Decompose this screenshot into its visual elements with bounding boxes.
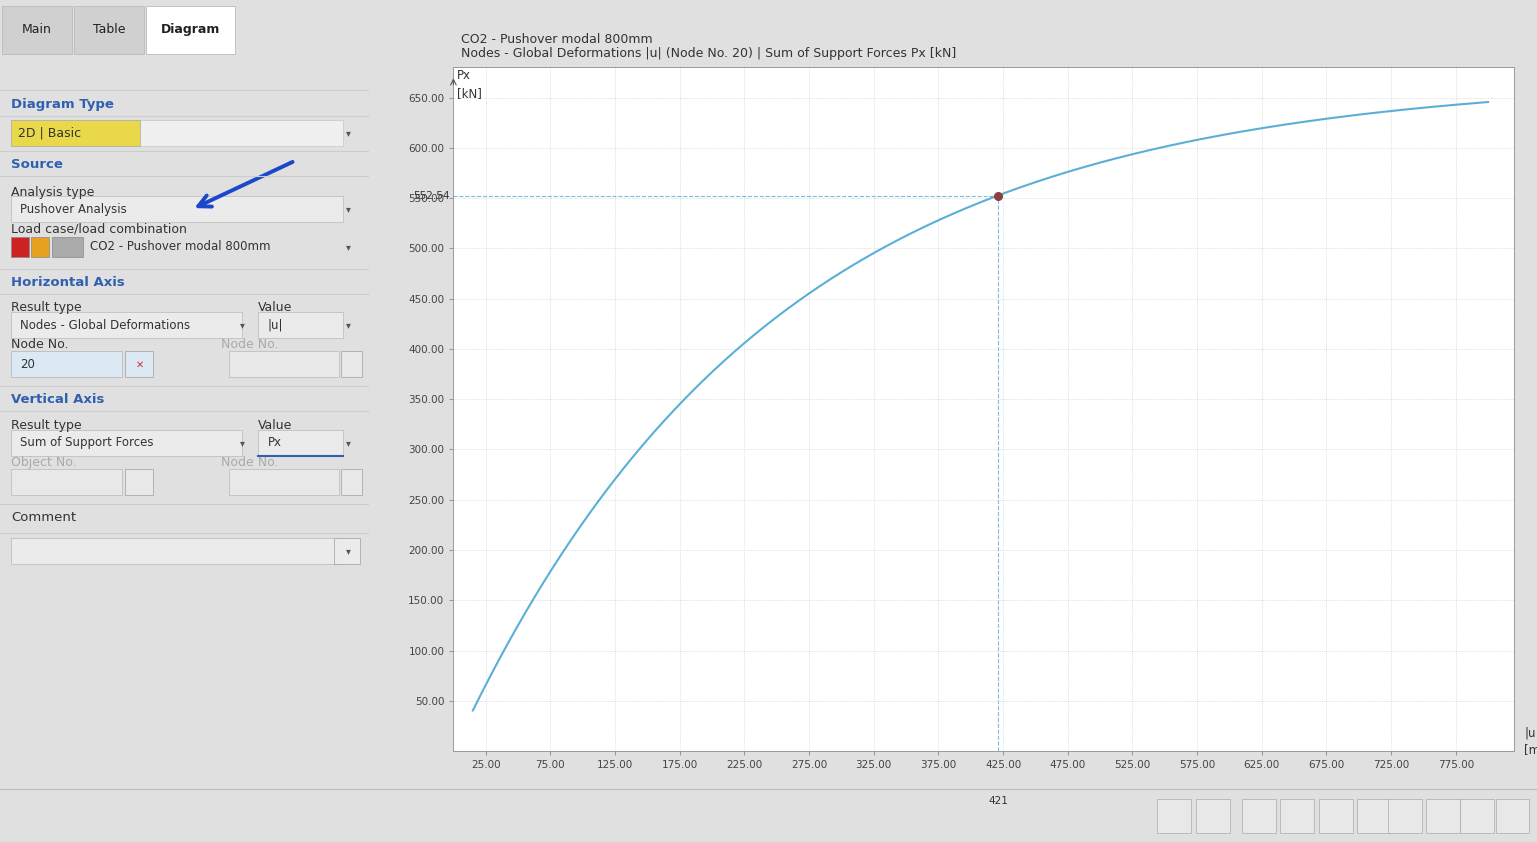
Text: Table: Table — [92, 23, 126, 36]
FancyBboxPatch shape — [258, 312, 343, 338]
FancyBboxPatch shape — [31, 237, 49, 257]
FancyBboxPatch shape — [1357, 799, 1391, 834]
Text: Pushover Analysis: Pushover Analysis — [20, 203, 128, 216]
FancyBboxPatch shape — [341, 469, 361, 495]
FancyBboxPatch shape — [146, 6, 235, 54]
Text: ▾: ▾ — [346, 546, 350, 556]
FancyBboxPatch shape — [11, 312, 241, 338]
Text: ✕: ✕ — [135, 360, 143, 370]
Text: |u|: |u| — [1525, 727, 1537, 739]
FancyBboxPatch shape — [258, 429, 343, 456]
Text: Vertical Axis: Vertical Axis — [11, 393, 105, 406]
FancyBboxPatch shape — [11, 538, 343, 563]
FancyArrowPatch shape — [198, 162, 292, 206]
Text: Object No.: Object No. — [11, 456, 77, 470]
Text: Source: Source — [11, 158, 63, 171]
FancyBboxPatch shape — [334, 538, 360, 563]
FancyBboxPatch shape — [1319, 799, 1353, 834]
FancyBboxPatch shape — [11, 469, 121, 495]
FancyBboxPatch shape — [52, 237, 83, 257]
FancyBboxPatch shape — [11, 351, 121, 377]
Text: Node No.: Node No. — [221, 456, 278, 470]
Text: [mm]: [mm] — [1525, 743, 1537, 755]
Text: Nodes - Global Deformations: Nodes - Global Deformations — [20, 318, 191, 332]
Text: ▾: ▾ — [346, 205, 350, 214]
FancyBboxPatch shape — [1196, 799, 1230, 834]
FancyBboxPatch shape — [341, 351, 361, 377]
Text: Result type: Result type — [11, 419, 81, 432]
Text: Horizontal Axis: Horizontal Axis — [11, 275, 124, 289]
Text: Px: Px — [267, 436, 281, 449]
Text: Value: Value — [258, 419, 292, 432]
Text: Load case/load combination: Load case/load combination — [11, 222, 188, 236]
Text: Px: Px — [458, 69, 472, 83]
Text: 2D | Basic: 2D | Basic — [18, 127, 81, 140]
Text: Comment: Comment — [11, 510, 77, 524]
Text: Analysis type: Analysis type — [11, 185, 94, 199]
Text: CO2 - Pushover modal 800mm: CO2 - Pushover modal 800mm — [91, 240, 271, 253]
FancyBboxPatch shape — [126, 469, 154, 495]
Text: ▾: ▾ — [240, 320, 244, 330]
FancyBboxPatch shape — [229, 469, 340, 495]
FancyBboxPatch shape — [1460, 799, 1494, 834]
Text: ▾: ▾ — [346, 438, 350, 448]
FancyBboxPatch shape — [1242, 799, 1276, 834]
FancyBboxPatch shape — [3, 6, 72, 54]
Text: ▾: ▾ — [346, 128, 350, 138]
FancyBboxPatch shape — [11, 237, 29, 257]
Text: 552.54: 552.54 — [413, 190, 449, 200]
Text: Value: Value — [258, 301, 292, 314]
FancyBboxPatch shape — [229, 351, 340, 377]
FancyBboxPatch shape — [126, 351, 154, 377]
FancyBboxPatch shape — [1388, 799, 1422, 834]
FancyBboxPatch shape — [1157, 799, 1191, 834]
FancyBboxPatch shape — [1280, 799, 1314, 834]
Text: Main: Main — [22, 23, 52, 36]
Text: [kN]: [kN] — [458, 87, 483, 99]
Text: ▾: ▾ — [346, 320, 350, 330]
Text: 421: 421 — [988, 797, 1008, 807]
Text: Node No.: Node No. — [221, 338, 278, 351]
Text: Diagram: Diagram — [161, 23, 220, 36]
Text: 20: 20 — [20, 358, 35, 370]
FancyBboxPatch shape — [11, 120, 343, 147]
Text: Node No.: Node No. — [11, 338, 69, 351]
FancyBboxPatch shape — [1426, 799, 1460, 834]
FancyBboxPatch shape — [1496, 799, 1529, 834]
FancyBboxPatch shape — [11, 196, 343, 222]
FancyBboxPatch shape — [74, 6, 144, 54]
Text: Sum of Support Forces: Sum of Support Forces — [20, 436, 154, 449]
FancyBboxPatch shape — [11, 120, 140, 147]
Text: Diagram Type: Diagram Type — [11, 98, 114, 111]
Text: Result type: Result type — [11, 301, 81, 314]
FancyBboxPatch shape — [11, 429, 241, 456]
Text: |u|: |u| — [267, 318, 283, 332]
Text: ▾: ▾ — [240, 438, 244, 448]
Text: CO2 - Pushover modal 800mm: CO2 - Pushover modal 800mm — [461, 33, 653, 46]
Text: Nodes - Global Deformations |u| (Node No. 20) | Sum of Support Forces Px [kN]: Nodes - Global Deformations |u| (Node No… — [461, 46, 956, 60]
Text: ▾: ▾ — [346, 242, 350, 252]
